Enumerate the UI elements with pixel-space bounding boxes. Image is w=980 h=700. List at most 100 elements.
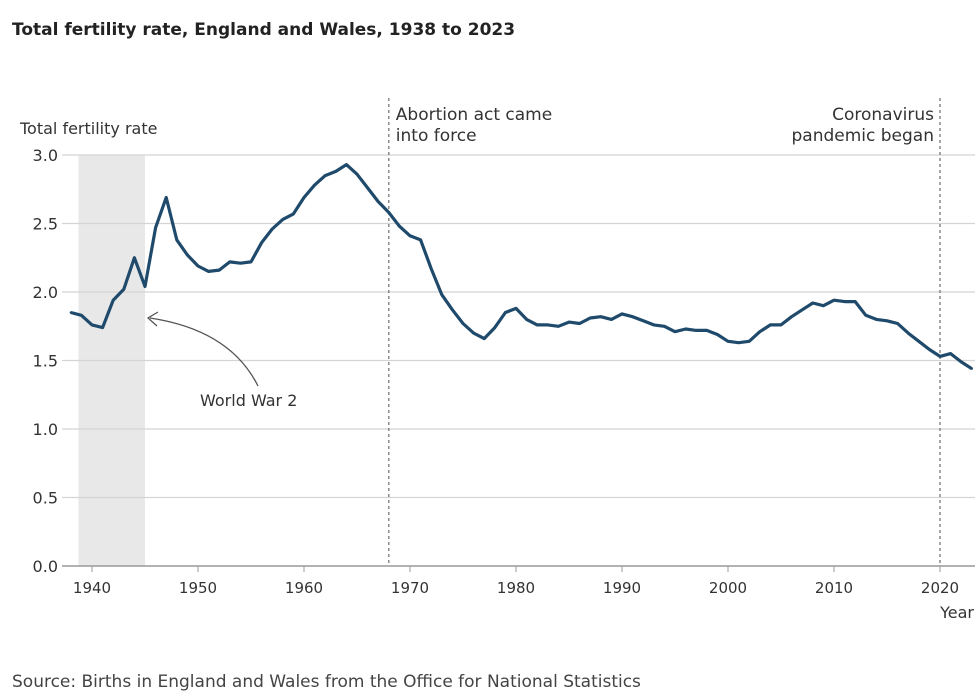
data-point	[398, 225, 401, 228]
data-point	[854, 300, 857, 303]
data-point	[832, 299, 836, 302]
x-ticks: 1940 1950 1960 1970 1980 1990 2000 2010 2020	[73, 566, 959, 597]
data-point	[684, 327, 687, 331]
data-point	[748, 340, 751, 343]
chart-title: Total fertility rate, England and Wales,…	[12, 20, 515, 40]
x-tick-label: 1970	[391, 579, 429, 597]
data-point	[907, 331, 910, 335]
data-point	[408, 234, 412, 238]
data-point	[514, 307, 518, 310]
data-point	[758, 330, 761, 333]
data-point	[949, 352, 952, 355]
data-point	[387, 211, 390, 214]
data-point	[525, 318, 528, 321]
data-point	[885, 319, 889, 322]
data-point	[938, 355, 942, 358]
data-point	[737, 341, 740, 344]
y-tick-label: 0.5	[33, 489, 58, 508]
data-point	[313, 183, 316, 187]
data-point	[249, 260, 253, 264]
data-point	[69, 311, 73, 314]
data-point	[631, 315, 634, 318]
data-point	[228, 260, 231, 264]
x-tick-label: 1980	[497, 579, 535, 597]
series-line	[70, 163, 973, 371]
data-point	[101, 326, 104, 329]
x-tick-label: 1950	[179, 579, 217, 597]
data-point	[557, 325, 560, 328]
data-point	[896, 322, 899, 325]
annotation-text: into force	[396, 126, 477, 146]
data-point	[642, 319, 645, 322]
annotation-text: Coronavirus	[832, 105, 934, 125]
data-point	[175, 238, 178, 242]
data-point	[281, 218, 284, 221]
data-point	[917, 340, 920, 343]
data-point	[960, 360, 963, 364]
world-war-2-arrow	[149, 317, 259, 387]
data-point	[165, 196, 168, 199]
y-axis-label: Total fertility rate	[19, 119, 157, 138]
data-point	[112, 299, 115, 302]
data-point	[822, 304, 825, 307]
data-point	[80, 314, 83, 317]
data-point	[345, 163, 348, 166]
data-point	[186, 253, 189, 257]
data-point	[663, 325, 666, 328]
data-point	[769, 323, 772, 327]
data-point	[419, 238, 422, 242]
data-point	[324, 174, 327, 177]
data-point	[334, 170, 337, 173]
data-point	[716, 333, 719, 336]
data-point	[483, 337, 486, 340]
data-point	[504, 311, 507, 314]
y-tick-label: 2.5	[33, 215, 58, 234]
y-tick-label: 2.0	[33, 283, 58, 302]
data-point	[811, 301, 814, 305]
data-point	[546, 323, 549, 327]
data-point	[90, 323, 94, 327]
data-point	[239, 262, 242, 265]
data-point	[302, 196, 306, 199]
data-point	[567, 320, 571, 324]
data-point	[260, 241, 263, 244]
data-point	[461, 322, 465, 325]
data-point	[196, 264, 200, 268]
x-tick-label: 2000	[709, 579, 747, 597]
x-tick-label: 1990	[603, 579, 641, 597]
data-points	[69, 163, 973, 370]
data-point	[695, 329, 698, 332]
y-tick-label: 1.5	[33, 352, 58, 371]
y-ticks: 0.0 0.5 1.0 1.5 2.0 2.5 3.0	[33, 146, 58, 576]
x-tick-label: 1940	[73, 579, 111, 597]
source-note: Source: Births in England and Wales from…	[12, 672, 641, 692]
data-point	[207, 270, 210, 273]
data-point	[377, 200, 380, 203]
data-point	[143, 285, 147, 288]
data-point	[430, 267, 433, 270]
data-point	[652, 323, 655, 327]
data-point	[355, 172, 359, 176]
x-tick-label: 2010	[815, 579, 853, 597]
data-point	[599, 315, 602, 318]
x-tick-label: 2020	[921, 579, 959, 597]
data-point	[578, 322, 581, 325]
data-point	[790, 315, 793, 318]
data-point	[536, 323, 539, 327]
annotation-text: pandemic began	[792, 126, 935, 146]
data-point	[122, 288, 126, 291]
data-point	[970, 367, 973, 370]
world-war-2-arrowhead	[146, 311, 159, 327]
data-point	[589, 316, 592, 320]
data-point	[218, 268, 221, 272]
data-point	[875, 318, 878, 321]
gridlines	[62, 154, 975, 567]
y-tick-label: 1.0	[33, 420, 58, 439]
data-point	[864, 314, 867, 317]
annotation-text: Abortion act came	[396, 105, 552, 125]
data-point	[801, 308, 804, 312]
data-point	[843, 300, 846, 303]
data-point	[154, 226, 157, 229]
world-war-2-label: World War 2	[200, 391, 297, 410]
